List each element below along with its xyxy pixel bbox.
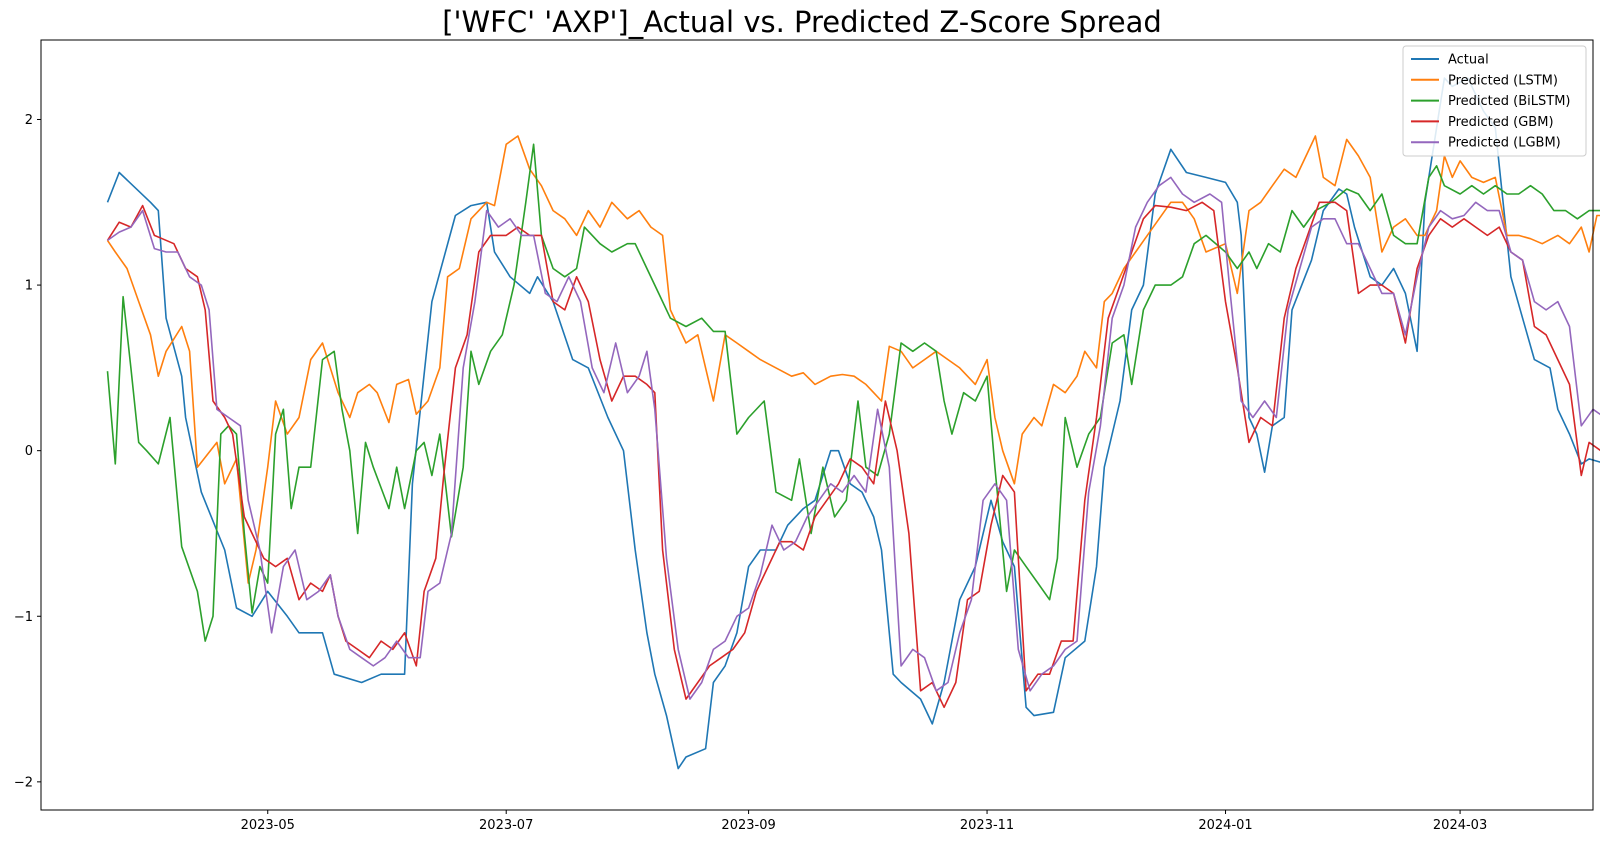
x-tick-label: 2024-03 <box>1433 818 1487 833</box>
legend-box <box>1402 45 1587 157</box>
series-line-3 <box>106 201 1600 709</box>
y-tick-label: 2 <box>25 113 33 128</box>
series-line-4 <box>107 176 1600 700</box>
x-tick-label: 2023-09 <box>721 818 775 833</box>
legend-label: Predicted (LGBM) <box>1448 136 1561 151</box>
plot-area-frame <box>40 39 1594 811</box>
x-tick-label: 2023-11 <box>960 818 1014 833</box>
y-tick-label: −2 <box>14 775 33 790</box>
series-line-0 <box>106 77 1600 770</box>
y-tick-label: 1 <box>25 279 33 294</box>
y-axis: 2 1 0 −1 −2 <box>14 113 41 790</box>
legend-label: Actual <box>1448 53 1489 68</box>
y-tick-label: 0 <box>25 444 33 459</box>
series-lines <box>106 77 1600 770</box>
x-tick-label: 2023-07 <box>479 818 533 833</box>
legend-label: Predicted (LSTM) <box>1448 73 1558 88</box>
legend-label: Predicted (BiLSTM) <box>1448 94 1570 109</box>
x-axis: 2023-05 2023-07 2023-09 2023-11 2024-01 2024-… <box>241 810 1487 833</box>
series-line-2 <box>106 143 1600 642</box>
legend-label: Predicted (GBM) <box>1448 115 1554 130</box>
y-tick-label: −1 <box>14 610 33 625</box>
chart-title: ['WFC' 'AXP']_Actual vs. Predicted Z-Sco… <box>442 5 1162 39</box>
series-line-1 <box>106 135 1600 584</box>
x-tick-label: 2023-05 <box>241 818 295 833</box>
legend: Actual Predicted (LSTM) Predicted (BiLSTM)… <box>1402 45 1587 157</box>
x-tick-label: 2024-01 <box>1198 818 1252 833</box>
